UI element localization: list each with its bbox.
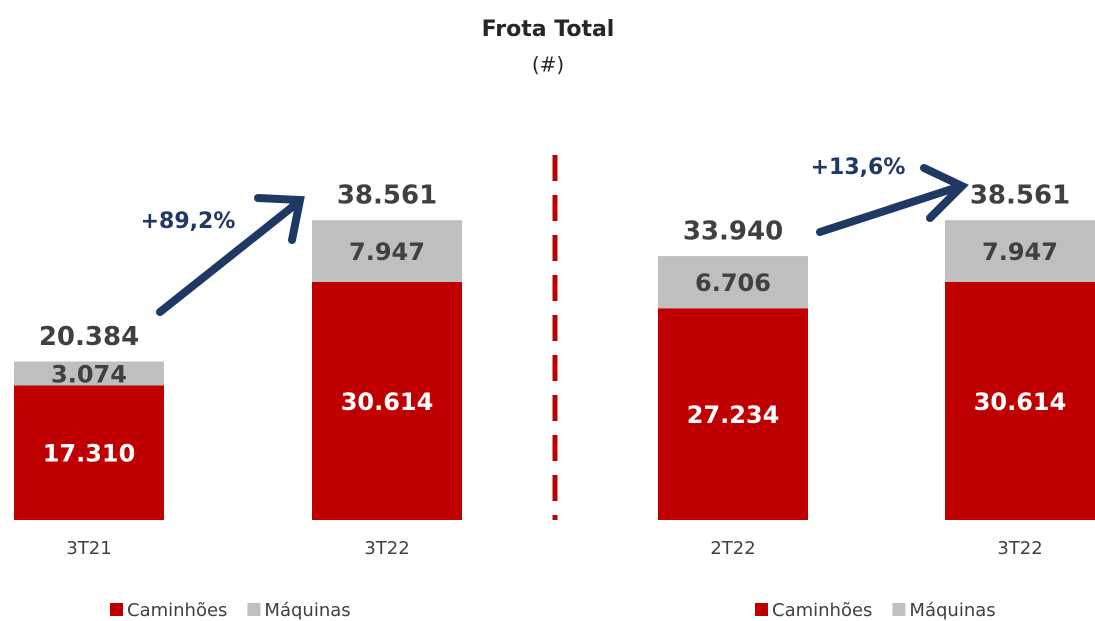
total-label: 20.384 <box>39 322 139 352</box>
value-label: 3.074 <box>51 360 127 388</box>
bar-segment <box>312 281 462 520</box>
total-label: 33.940 <box>683 217 783 247</box>
legend-swatch <box>755 603 768 616</box>
x-tick-label: 3T22 <box>364 538 409 559</box>
value-label: 7.947 <box>349 238 425 266</box>
legend-label: Caminhões <box>127 600 227 621</box>
x-tick-label: 3T21 <box>66 538 111 559</box>
bar-segment <box>658 256 808 309</box>
value-label: 7.947 <box>982 238 1058 266</box>
growth-arrow <box>156 194 305 316</box>
chart-subtitle: (#) <box>532 53 564 77</box>
bar-segment <box>945 220 1095 282</box>
value-label: 17.310 <box>43 440 136 468</box>
x-tick-label: 2T22 <box>710 538 755 559</box>
annotation: +89,2% <box>141 209 236 234</box>
value-label: 30.614 <box>974 388 1067 416</box>
annotation: +13,6% <box>811 155 906 180</box>
value-label: 6.706 <box>695 269 771 297</box>
legend-swatch <box>110 603 123 616</box>
bar-segment <box>945 281 1095 520</box>
legend-swatch <box>247 603 261 616</box>
value-label: 30.614 <box>341 388 434 416</box>
legend-label: Máquinas <box>909 600 995 621</box>
value-label: 27.234 <box>687 401 780 429</box>
legend-label: Caminhões <box>772 600 872 621</box>
total-label: 38.561 <box>337 181 437 211</box>
bar-segment <box>14 361 164 386</box>
chart-title: Frota Total <box>482 17 615 42</box>
bar-segment <box>14 385 164 520</box>
legend-label: Máquinas <box>264 600 350 621</box>
total-label: 38.561 <box>970 181 1070 211</box>
x-tick-label: 3T22 <box>997 538 1042 559</box>
growth-arrow <box>816 164 969 236</box>
bar-segment <box>312 220 462 282</box>
bar-segment <box>658 308 808 520</box>
legend-swatch <box>892 603 906 616</box>
